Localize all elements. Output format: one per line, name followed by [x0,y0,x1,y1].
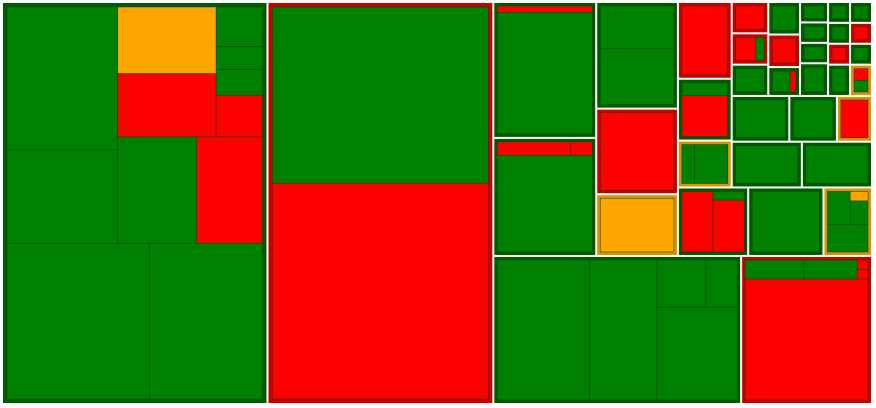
treemap-cell [681,144,695,184]
treemap-cell [272,6,489,184]
treemap-cell [6,149,118,244]
treemap-cell [744,278,869,401]
treemap-cell [497,155,593,253]
treemap-cell [6,242,150,400]
treemap-cell [215,46,263,70]
treemap-cell [148,242,263,400]
treemap-cell [803,259,858,280]
treemap-cell [744,259,805,280]
treemap-cell [272,182,489,400]
treemap-cell [705,259,738,308]
treemap-cell [117,73,217,138]
treemap-cell [803,46,825,60]
treemap-cell [793,99,834,138]
treemap-cell [850,191,869,202]
treemap-cell [853,26,869,41]
treemap-cell [497,5,593,13]
treemap-cell [117,136,197,244]
treemap-cell [117,6,217,74]
treemap-cell [860,5,869,20]
treemap-cell [681,191,714,253]
treemap-cell [735,145,799,184]
treemap-cell [735,68,765,93]
treemap-cell [827,191,851,226]
treemap-cell [853,68,869,81]
treemap-cell [831,68,847,93]
treemap-cell [803,26,825,40]
treemap-cell [850,200,869,226]
treemap-cell [196,136,263,244]
treemap-cell [853,80,869,93]
treemap-cell [497,259,590,401]
treemap-cell [827,224,869,253]
treemap-cell [694,144,728,184]
treemap-cell [805,145,869,184]
treemap-cell [735,5,765,30]
treemap-cell [681,95,728,137]
treemap-cell [853,5,862,20]
treemap-cell [803,5,825,19]
treemap-cell [840,99,869,138]
treemap-cell [599,48,675,105]
treemap-cell [789,70,797,93]
treemap-cell [735,99,786,138]
treemap-cell [589,259,658,401]
treemap-cell [215,6,263,47]
treemap-cell [599,5,675,50]
treemap-cell [681,5,728,75]
treemap-cell [215,94,263,138]
treemap-cell [656,306,738,401]
treemap-cell [712,191,745,201]
treemap-cell [599,197,675,253]
treemap-cell [755,37,765,61]
treemap-cell [772,38,797,64]
treemap-cell [497,12,593,135]
treemap-cell [857,269,869,280]
treemap-cell [803,67,825,93]
treemap-cell [772,70,791,93]
treemap-cell [831,47,847,61]
treemap-cell [831,26,847,41]
treemap-cell [853,47,869,61]
treemap-cell [570,141,593,156]
treemap-cell [751,191,820,253]
treemap-cell [712,199,745,253]
treemap-cell [656,259,707,308]
treemap-cell [215,69,263,96]
treemap-cell [857,259,869,270]
treemap-cell [772,5,797,31]
treemap-cell [599,112,675,191]
treemap-cell [497,141,571,156]
treemap-cell [735,37,756,61]
treemap-cell [831,5,847,20]
treemap-cell [6,6,118,151]
treemap-cell [681,82,728,96]
